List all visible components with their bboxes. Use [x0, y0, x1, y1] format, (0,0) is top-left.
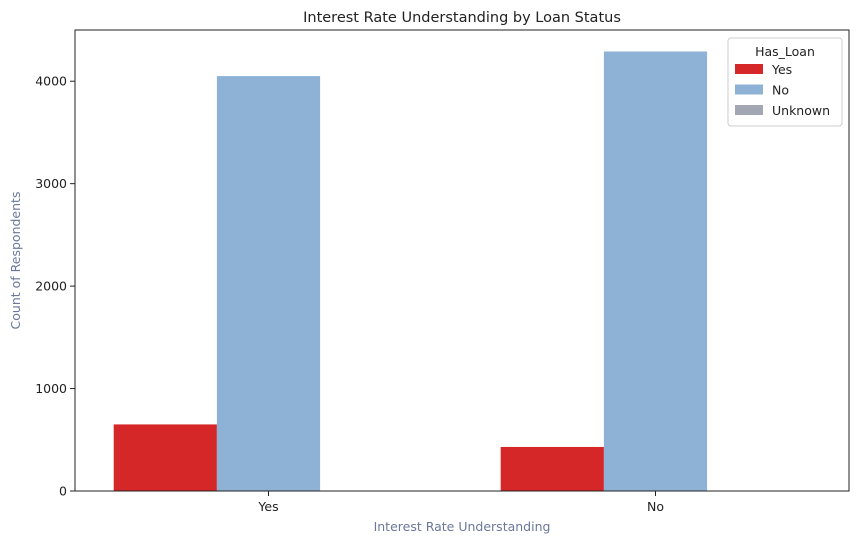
bar-yes-yes [113, 424, 217, 491]
bars-group [113, 51, 708, 491]
legend-title: Has_Loan [755, 44, 815, 59]
x-tick-label: No [647, 499, 664, 514]
x-axis-label: Interest Rate Understanding [374, 519, 551, 534]
y-axis-label: Count of Respondents [8, 192, 23, 330]
legend-label-yes: Yes [771, 62, 792, 77]
bar-no-no [603, 51, 708, 491]
legend-label-no: No [772, 83, 789, 98]
y-tick-label: 4000 [35, 74, 67, 89]
legend-swatch-yes [735, 64, 763, 74]
bar-yes-no [216, 76, 321, 491]
y-tick-label: 3000 [35, 176, 67, 191]
x-tick-label: Yes [257, 499, 278, 514]
legend-label-unknown: Unknown [772, 103, 830, 118]
y-tick-label: 2000 [35, 279, 67, 294]
legend-swatch-unknown [735, 105, 763, 115]
bar-no-yes [500, 446, 604, 491]
x-axis: Yes No [257, 491, 664, 514]
y-tick-label: 0 [59, 484, 67, 499]
legend-frame [727, 37, 843, 127]
y-tick-label: 1000 [35, 381, 67, 396]
plot-frame [74, 29, 850, 492]
legend-items: Yes No Unknown [735, 62, 830, 118]
legend-swatch-no [735, 84, 763, 95]
legend: Has_Loan Yes No Unknown [727, 37, 843, 127]
y-axis: 0 1000 2000 3000 4000 [35, 74, 75, 499]
chart-title: Interest Rate Understanding by Loan Stat… [303, 10, 621, 26]
